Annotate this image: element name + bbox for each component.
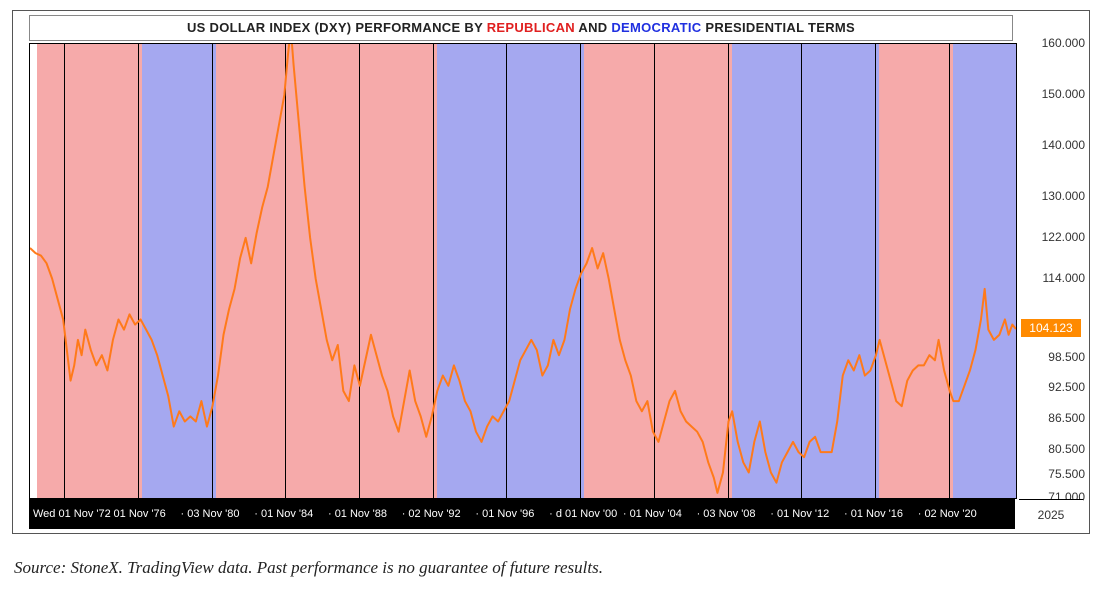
term-band-dem	[732, 44, 879, 498]
y-tick-label: 150.000	[1025, 87, 1085, 101]
source-caption: Source: StoneX. TradingView data. Past p…	[14, 558, 603, 578]
gridline-vertical	[949, 44, 950, 498]
chart-title: US DOLLAR INDEX (DXY) PERFORMANCE BY REP…	[29, 15, 1013, 41]
x-axis: Wed 01 Nov '72· 01 Nov '76 · 03 Nov '80 · …	[29, 499, 1015, 529]
gridline-vertical	[359, 44, 360, 498]
gridline-vertical	[801, 44, 802, 498]
chart-frame: US DOLLAR INDEX (DXY) PERFORMANCE BY REP…	[12, 10, 1090, 534]
gridline-vertical	[212, 44, 213, 498]
x-tick-label: · 03 Nov '08	[695, 499, 756, 529]
y-tick-label: 114.000	[1025, 271, 1085, 285]
title-democratic: DEMOCRATIC	[611, 20, 701, 35]
title-prefix: US DOLLAR INDEX (DXY) PERFORMANCE BY	[187, 20, 487, 35]
x-tick-label: · 01 Nov '16	[842, 499, 903, 529]
term-band-dem	[437, 44, 584, 498]
x-tick-label: · 01 Nov '04	[621, 499, 682, 529]
gridline-vertical	[506, 44, 507, 498]
y-tick-label: 160.000	[1025, 36, 1085, 50]
x-tick-label: · 03 Nov '80	[179, 499, 240, 529]
gridline-vertical	[433, 44, 434, 498]
x-tick-label: Wed 01 Nov '72	[31, 499, 111, 529]
x-tick-label: · 01 Nov '76	[105, 499, 166, 529]
title-mid: AND	[575, 20, 611, 35]
y-tick-label: 122.000	[1025, 230, 1085, 244]
y-tick-label: 130.000	[1025, 189, 1085, 203]
term-band-none	[30, 44, 37, 498]
y-tick-label: 92.500	[1025, 380, 1085, 394]
term-band-rep	[37, 44, 142, 498]
y-tick-label: 98.500	[1025, 350, 1085, 364]
y-tick-label: 75.500	[1025, 467, 1085, 481]
x-tick-label: · 01 Nov '96	[473, 499, 534, 529]
gridline-vertical	[875, 44, 876, 498]
price-tag: 104.123	[1021, 319, 1081, 337]
x-tick-label: · 01 Nov '84	[252, 499, 313, 529]
x-axis-future-label: 2025	[1019, 499, 1083, 530]
x-tick-label: · 02 Nov '92	[400, 499, 461, 529]
plot-area	[29, 43, 1017, 499]
x-tick-label: · 01 Nov '12	[768, 499, 829, 529]
y-tick-label: 140.000	[1025, 138, 1085, 152]
gridline-vertical	[654, 44, 655, 498]
term-band-rep	[879, 44, 953, 498]
term-band-dem	[142, 44, 216, 498]
gridline-vertical	[64, 44, 65, 498]
title-suffix: PRESIDENTIAL TERMS	[702, 20, 856, 35]
y-axis: 160.000150.000140.000130.000122.000114.0…	[1017, 43, 1085, 497]
term-band-rep	[216, 44, 363, 498]
gridline-vertical	[285, 44, 286, 498]
term-band-rep	[584, 44, 731, 498]
x-tick-label: · 02 Nov '20	[916, 499, 977, 529]
gridline-vertical	[580, 44, 581, 498]
term-band-rep	[363, 44, 437, 498]
title-republican: REPUBLICAN	[487, 20, 575, 35]
chart-stage: US DOLLAR INDEX (DXY) PERFORMANCE BY REP…	[0, 0, 1100, 607]
term-band-dem	[953, 44, 1016, 498]
y-tick-label: 86.500	[1025, 411, 1085, 425]
y-tick-label: 80.500	[1025, 442, 1085, 456]
x-tick-label: · 01 Nov '88	[326, 499, 387, 529]
gridline-vertical	[728, 44, 729, 498]
x-tick-label: · d 01 Nov '00	[547, 499, 617, 529]
gridline-vertical	[138, 44, 139, 498]
